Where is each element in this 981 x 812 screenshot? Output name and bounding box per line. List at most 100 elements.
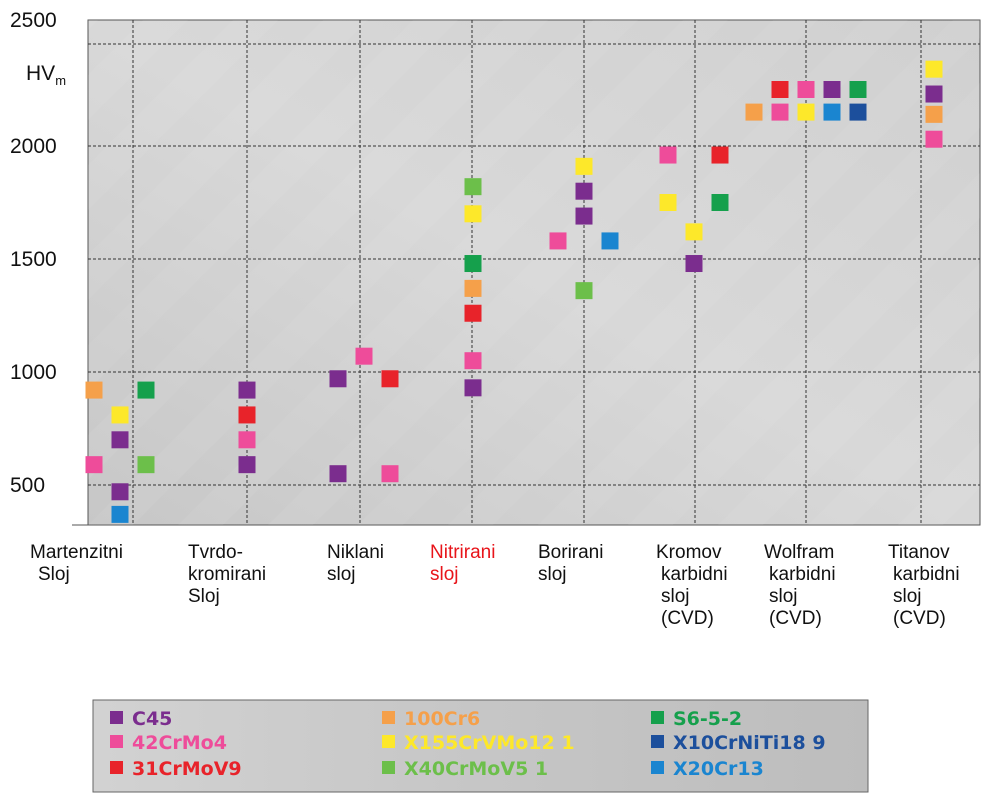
legend-label: X40CrMoV5 1 bbox=[404, 758, 548, 780]
data-point bbox=[111, 431, 129, 449]
category-label: Titanov karbidni sloj (CVD) bbox=[888, 542, 960, 629]
data-point bbox=[381, 370, 399, 388]
category-label: Martenzitni Sloj bbox=[30, 542, 123, 585]
data-point bbox=[329, 370, 347, 388]
data-point bbox=[238, 431, 256, 449]
data-point bbox=[849, 103, 867, 121]
y-tick-label: 2000 bbox=[10, 135, 57, 158]
data-point bbox=[601, 232, 619, 250]
background-stripe bbox=[88, 20, 278, 210]
data-point bbox=[925, 85, 943, 103]
data-point bbox=[575, 207, 593, 225]
data-point bbox=[685, 255, 703, 273]
data-point bbox=[797, 81, 815, 98]
background-stripe bbox=[898, 443, 980, 525]
category-label: Nitrirani sloj bbox=[430, 542, 495, 585]
legend-swatch bbox=[110, 711, 123, 724]
data-points bbox=[85, 60, 943, 523]
data-point bbox=[238, 406, 256, 424]
category-label: Kromov karbidni sloj (CVD) bbox=[656, 542, 728, 629]
legend-swatch bbox=[110, 735, 123, 748]
legend-entry: X40CrMoV5 1 bbox=[382, 758, 548, 780]
data-point bbox=[771, 103, 789, 121]
data-point bbox=[329, 465, 347, 483]
y-axis-ticks: 500 1000 1500 2000 2500 bbox=[10, 9, 88, 526]
grid-lines bbox=[88, 20, 980, 525]
category-label: Niklani sloj bbox=[327, 542, 384, 585]
legend-label: X155CrVMo12 1 bbox=[404, 732, 575, 754]
legend-entry: C45 bbox=[110, 708, 172, 730]
data-point bbox=[745, 103, 763, 121]
background-stripe bbox=[808, 353, 980, 525]
data-point bbox=[659, 146, 677, 164]
y-tick-label: 500 bbox=[10, 474, 45, 497]
data-point bbox=[575, 157, 593, 175]
background-stripe bbox=[88, 20, 188, 120]
data-point bbox=[464, 352, 482, 370]
legend-label: S6-5-2 bbox=[673, 708, 742, 730]
legend-entry: 100Cr6 bbox=[382, 708, 480, 730]
legend-label: C45 bbox=[132, 708, 172, 730]
background-stripe bbox=[628, 173, 980, 525]
legend-box bbox=[92, 699, 869, 793]
background-stripe bbox=[538, 83, 980, 525]
y-tick-label: 1500 bbox=[10, 248, 57, 271]
data-point bbox=[464, 205, 482, 223]
background-stripe bbox=[88, 20, 98, 30]
background-stripe bbox=[88, 20, 368, 300]
legend-entry: X10CrNiTi18 9 bbox=[651, 732, 826, 754]
legend-swatch bbox=[382, 711, 395, 724]
legend-swatch bbox=[382, 735, 395, 748]
data-point bbox=[238, 456, 256, 474]
data-point bbox=[464, 255, 482, 273]
legend-label: X20Cr13 bbox=[673, 758, 764, 780]
data-point bbox=[823, 81, 841, 98]
data-point bbox=[823, 103, 841, 121]
data-point bbox=[925, 60, 943, 78]
legend-entry: 31CrMoV9 bbox=[110, 758, 242, 780]
data-point bbox=[711, 146, 729, 164]
data-point bbox=[575, 282, 593, 300]
data-point bbox=[111, 505, 129, 523]
data-point bbox=[111, 406, 129, 424]
data-point bbox=[549, 232, 567, 250]
legend-swatch bbox=[382, 761, 395, 774]
data-point bbox=[238, 381, 256, 399]
data-point bbox=[137, 456, 155, 474]
y-tick-label: 2500 bbox=[10, 9, 57, 32]
y-tick-label: 1000 bbox=[10, 361, 57, 384]
legend-entry: S6-5-2 bbox=[651, 708, 742, 730]
data-point bbox=[137, 381, 155, 399]
background-stripe bbox=[718, 263, 980, 525]
category-label: Tvrdo-kromirani Sloj bbox=[188, 542, 266, 607]
data-point bbox=[849, 81, 867, 98]
category-label: Wolfram karbidni sloj (CVD) bbox=[764, 542, 836, 629]
background-stripe bbox=[88, 20, 548, 480]
data-point bbox=[925, 130, 943, 148]
legend-swatch bbox=[651, 761, 664, 774]
legend-swatch bbox=[651, 711, 664, 724]
legend-swatch bbox=[651, 735, 664, 748]
legend-entry: X20Cr13 bbox=[651, 758, 764, 780]
legend-label: 31CrMoV9 bbox=[132, 758, 242, 780]
data-point bbox=[464, 304, 482, 322]
background-stripe bbox=[448, 20, 980, 525]
legend-entry: X155CrVMo12 1 bbox=[382, 732, 575, 754]
data-point bbox=[85, 381, 103, 399]
data-point bbox=[464, 178, 482, 196]
data-point bbox=[797, 103, 815, 121]
legend-swatch bbox=[110, 761, 123, 774]
data-point bbox=[685, 223, 703, 241]
data-point bbox=[464, 279, 482, 297]
data-point bbox=[659, 194, 677, 211]
legend-label: 100Cr6 bbox=[404, 708, 480, 730]
background-stripe bbox=[88, 20, 458, 390]
category-label: Borirani sloj bbox=[538, 542, 603, 585]
y-axis-label: HVm bbox=[26, 62, 66, 88]
data-point bbox=[355, 347, 373, 365]
category-labels: Martenzitni Sloj Tvrdo-kromirani Sloj Niklan… bbox=[30, 542, 960, 629]
data-point bbox=[925, 105, 943, 123]
data-point bbox=[381, 465, 399, 483]
data-point bbox=[85, 456, 103, 474]
